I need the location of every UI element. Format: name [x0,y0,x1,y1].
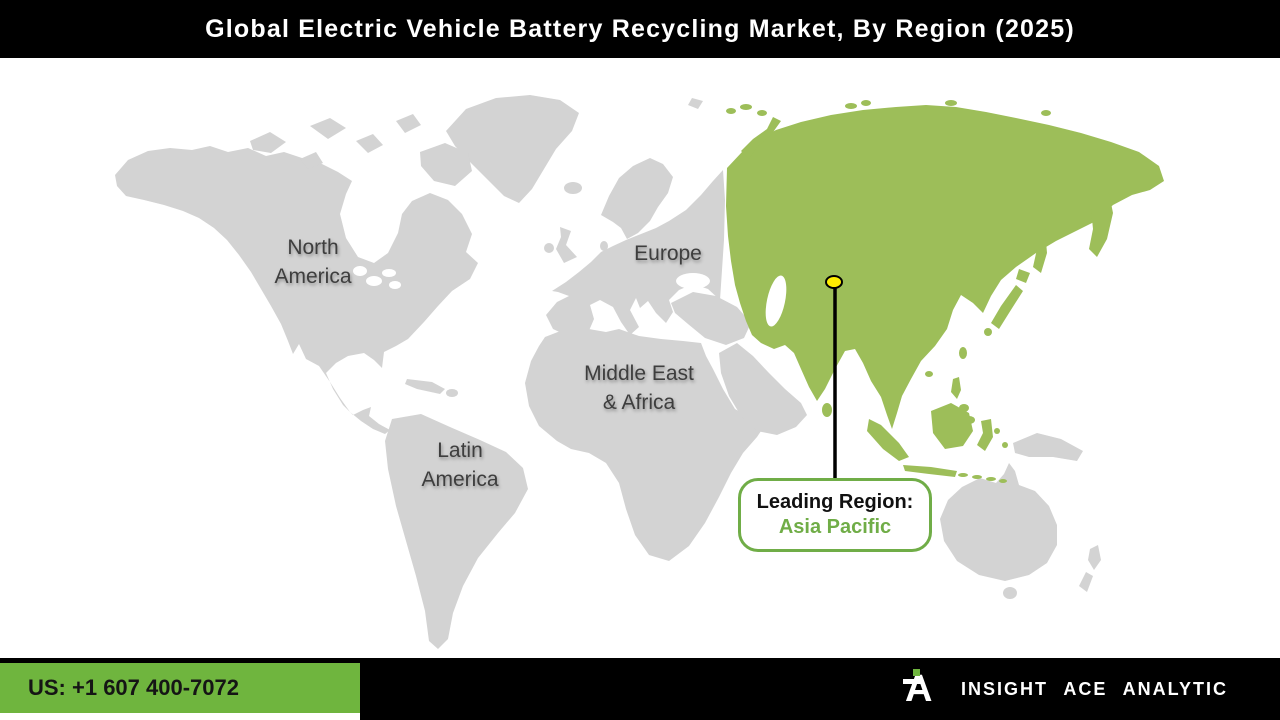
islands-new-zealand [1079,545,1101,592]
island-sunda [958,473,968,477]
island-novaya-zemlya [741,117,781,159]
black-sea [676,273,710,289]
island-molucca [1002,442,1008,448]
logo-bar-shape [903,679,922,684]
island-tasmania [1003,587,1017,599]
arctic-islet [945,100,957,106]
island-greenland [446,95,579,203]
lake-huron [382,269,396,277]
label-line: & Africa [602,391,676,414]
title-bar: Global Electric Vehicle Battery Recyclin… [0,0,1280,58]
map-pin-icon [825,275,843,289]
logo-letter-a: A [905,668,933,710]
lake-superior [353,266,367,276]
island-sakhalin [1033,229,1047,273]
footer-phone-box: US: +1 607 400-7072 [0,663,360,713]
island-taiwan [959,347,967,359]
arctic-islet [757,110,767,116]
island-denmark [600,241,608,251]
region-arabia [719,343,807,435]
islands-japan [991,269,1030,329]
map-label-latin-america: Latin America [421,436,498,494]
island-java [903,465,957,477]
region-scandinavia [601,158,673,239]
logo-green-square [913,669,920,676]
label-line: Latin [437,439,483,462]
brand-block: A INSIGHT ACE ANALYTIC [903,658,1228,720]
island-sunda [972,475,982,479]
leading-region-callout: Leading Region: Asia Pacific [738,478,932,552]
island-hainan [925,371,933,377]
island-hispaniola [446,389,458,397]
arctic-islet [740,104,752,110]
island-sri-lanka [822,403,832,417]
arctic-islet [1041,110,1051,116]
peninsula-kamchatka [1089,193,1113,257]
island-sunda [999,479,1007,483]
island-iceland [564,182,582,194]
callout-region-value: Asia Pacific [778,516,892,538]
continent-africa [525,328,765,561]
lake-michigan [366,276,382,286]
page-title: Global Electric Vehicle Battery Recyclin… [205,14,1075,43]
arctic-islet [845,103,857,109]
map-label-europe: Europe [634,239,702,268]
brand-name: INSIGHT ACE ANALYTIC [961,678,1229,699]
island-ireland [544,243,554,253]
island-sumatra [867,419,909,461]
label-line: Europe [634,242,702,265]
map-label-middle-east-africa: Middle East & Africa [584,359,694,417]
label-line: North [287,236,339,259]
continent-europe [546,170,725,337]
lake-erie [389,281,401,289]
label-line: America [274,265,352,288]
label-line: Middle East [584,362,694,385]
islands-philippines [951,377,961,399]
island-sunda [986,477,996,481]
arctic-islet [726,108,736,114]
landmass-gray-group [115,95,1101,649]
region-turkey-iran [671,292,751,345]
inland-water-group [353,266,787,327]
insight-ace-logo-icon: A [903,666,945,714]
caspian-sea [765,275,787,327]
callout-pointer-group [825,275,843,480]
footer-accent-strip [0,713,360,720]
island-molucca [994,428,1000,434]
arctic-islet [861,100,871,106]
map-label-north-america: North America [274,233,351,291]
continent-south-america [385,414,528,649]
callout-title: Leading Region: [756,491,914,513]
island-kyushu [984,328,992,336]
asia-mainland [726,105,1164,429]
phone-number: US: +1 607 400-7072 [28,675,239,700]
label-line: America [421,468,499,491]
island-great-britain [556,227,577,263]
island-sulawesi [977,419,993,451]
island-new-guinea [1013,433,1083,461]
continent-north-america [115,146,478,434]
islands-caribbean [405,379,445,394]
continent-australia [940,463,1057,581]
island-borneo [931,403,973,449]
